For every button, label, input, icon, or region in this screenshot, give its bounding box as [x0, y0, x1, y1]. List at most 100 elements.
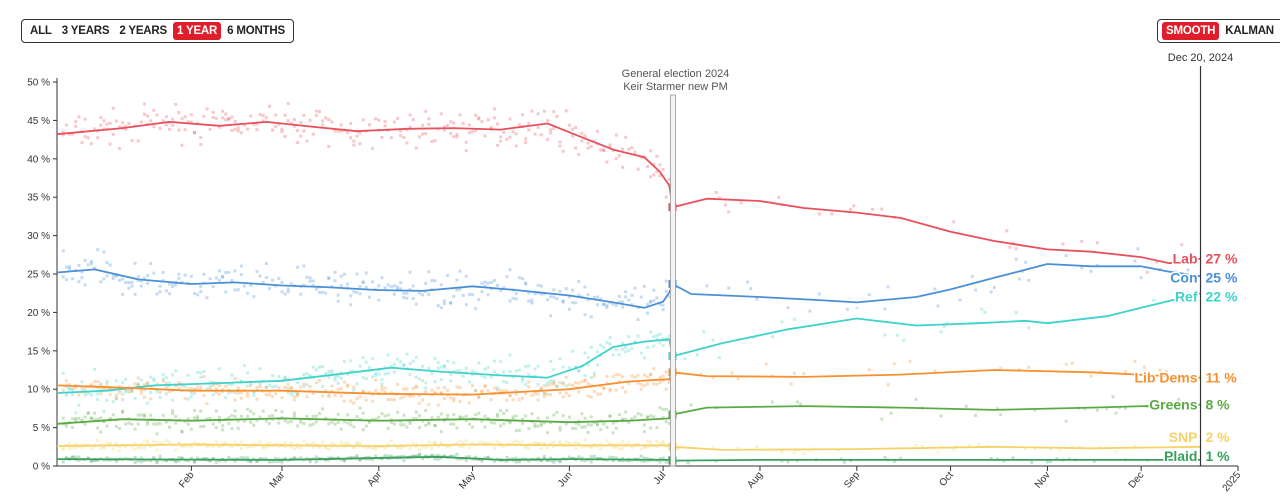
poll-dot — [386, 371, 390, 375]
poll-dot — [792, 451, 796, 455]
poll-dot — [286, 102, 290, 106]
range-6-months-button[interactable]: 6 MONTHS — [227, 25, 285, 37]
poll-dot — [314, 287, 318, 291]
series-value-ref: 22 % — [1206, 289, 1238, 305]
smoothing-smooth-button[interactable]: SMOOTH — [1162, 22, 1220, 40]
poll-dot — [608, 442, 612, 446]
poll-dot — [402, 445, 406, 449]
poll-dot — [536, 424, 540, 428]
poll-dot — [417, 448, 421, 452]
poll-dot — [389, 398, 393, 402]
poll-dot — [383, 454, 387, 458]
range-2-years-button[interactable]: 2 YEARS — [119, 25, 167, 37]
poll-dot — [139, 389, 143, 393]
poll-dot — [564, 287, 568, 291]
poll-dot — [258, 385, 262, 389]
poll-dot — [467, 454, 471, 458]
poll-dot — [427, 366, 431, 370]
poll-dot — [567, 415, 571, 419]
range-1-year-button[interactable]: 1 YEAR — [172, 22, 222, 40]
poll-dot — [780, 450, 784, 454]
poll-dot — [167, 381, 171, 385]
poll-dot — [580, 445, 584, 449]
poll-dot — [177, 442, 181, 446]
poll-dot — [880, 417, 884, 421]
poll-dot — [449, 131, 453, 135]
smoothing-kalman-button[interactable]: KALMAN — [1225, 25, 1274, 37]
poll-dot — [417, 453, 421, 457]
poll-dot — [605, 340, 609, 344]
poll-dot — [605, 305, 609, 309]
poll-dot — [83, 422, 87, 426]
poll-dot — [614, 348, 618, 352]
poll-dot — [302, 283, 306, 287]
poll-dot — [336, 420, 340, 424]
poll-dot — [549, 128, 553, 132]
poll-dot — [289, 121, 293, 125]
poll-dot — [492, 446, 496, 450]
poll-dot — [339, 458, 343, 462]
poll-dot — [77, 393, 81, 397]
poll-dot — [577, 455, 581, 459]
range-all-button[interactable]: ALL — [30, 25, 52, 37]
poll-dot — [536, 416, 540, 420]
poll-dot — [658, 332, 662, 336]
poll-dot — [396, 116, 400, 120]
poll-dot — [161, 271, 165, 275]
poll-dot — [296, 445, 300, 449]
poll-dot — [602, 302, 606, 306]
poll-dot — [155, 422, 159, 426]
poll-dot — [177, 111, 181, 115]
poll-dot — [177, 386, 181, 390]
poll-dot — [286, 382, 290, 386]
poll-dot — [608, 336, 612, 340]
poll-dot — [467, 401, 471, 405]
poll-dot — [124, 388, 128, 392]
poll-dot — [121, 409, 125, 413]
poll-dot — [139, 460, 143, 464]
poll-dot — [546, 381, 550, 385]
poll-dot — [321, 364, 325, 368]
poll-dot — [430, 442, 434, 446]
poll-dot — [314, 381, 318, 385]
poll-dot — [217, 392, 221, 396]
poll-dot — [424, 423, 428, 427]
poll-dot — [80, 445, 84, 449]
poll-dot — [146, 281, 150, 285]
poll-dot — [714, 191, 718, 195]
poll-dot — [630, 146, 634, 150]
poll-dot — [352, 139, 356, 143]
poll-dot — [64, 123, 68, 127]
poll-dot — [352, 385, 356, 389]
poll-dot — [627, 298, 631, 302]
poll-dot — [449, 120, 453, 124]
range-3-years-button[interactable]: 3 YEARS — [61, 25, 110, 37]
poll-dot — [342, 442, 346, 446]
poll-dot — [230, 382, 234, 386]
poll-dot — [636, 334, 640, 338]
poll-dot — [261, 119, 265, 123]
poll-dot — [492, 386, 496, 390]
poll-dot — [327, 276, 331, 280]
poll-dot — [377, 284, 381, 288]
poll-dot — [71, 277, 75, 281]
poll-dot — [321, 440, 325, 444]
poll-dot — [439, 283, 443, 287]
poll-dot — [646, 382, 649, 386]
poll-dot — [224, 395, 228, 399]
poll-dot — [886, 383, 890, 387]
poll-dot — [83, 283, 87, 287]
poll-dot — [111, 106, 115, 110]
poll-dot — [199, 135, 203, 139]
poll-dot — [502, 411, 506, 415]
poll-dot — [299, 385, 303, 389]
poll-dot — [358, 131, 362, 135]
poll-dot — [605, 303, 609, 307]
poll-dot — [346, 384, 350, 388]
poll-dot — [989, 456, 993, 460]
poll-dot — [311, 441, 315, 445]
poll-dot — [1183, 456, 1187, 460]
poll-dot — [280, 396, 284, 400]
poll-dot — [399, 455, 403, 459]
poll-dot — [74, 411, 78, 415]
